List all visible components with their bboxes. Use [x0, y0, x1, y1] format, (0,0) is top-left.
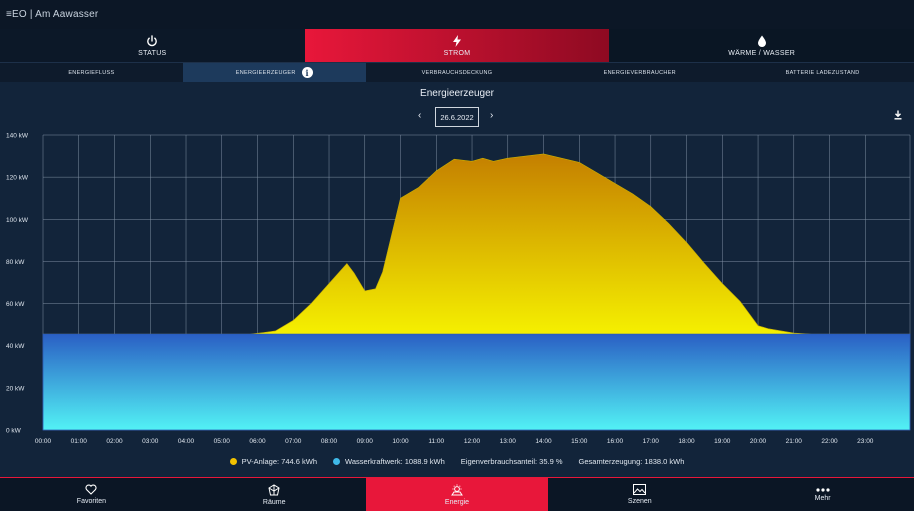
water-area	[42, 333, 911, 431]
x-tick-label: 19:00	[714, 438, 731, 445]
y-tick-label: 100 kW	[6, 217, 29, 224]
subtab-label: BATTERIE LADEZUSTAND	[785, 69, 860, 76]
tab-status[interactable]: STATUS	[0, 29, 305, 62]
tab-waerme-label: WÄRME / WASSER	[728, 49, 796, 57]
nav-mehr-label: Mehr	[814, 494, 831, 502]
chart-legend: PV-Anlage: 744.6 kWh Wasserkraftwerk: 10…	[0, 457, 914, 466]
subtab-energiefluss[interactable]: ENERGIEFLUSS	[0, 63, 183, 82]
legend-water-swatch	[333, 458, 341, 465]
x-tick-label: 08:00	[321, 438, 338, 445]
more-icon	[815, 487, 830, 492]
self-share-label: Eigenverbrauchsanteil: 35.9 %	[460, 457, 563, 466]
x-tick-label: 17:00	[643, 438, 660, 445]
x-tick-label: 20:00	[750, 438, 767, 445]
subtab-label: ENERGIEERZEUGER	[235, 69, 296, 76]
nav-favoriten-label: Favoriten	[76, 498, 106, 505]
date-field[interactable]: 26.6.2022	[435, 107, 479, 127]
nav-raeume[interactable]: Räume	[183, 478, 366, 511]
y-tick-label: 0 kW	[6, 428, 22, 435]
energy-chart: 0 kW 20 kW 40 kW 60 kW 80 kW 100 kW 120 kW 140 …	[6, 133, 911, 446]
y-tick-label: 120 kW	[6, 175, 29, 182]
y-tick-label: 40 kW	[6, 343, 25, 350]
subtab-batterie[interactable]: BATTERIE LADEZUSTAND	[731, 63, 914, 82]
bottom-nav: Favoriten Räume Energie Szenen Mehr	[0, 477, 914, 511]
x-tick-label: 02:00	[106, 438, 123, 445]
subtab-energieverbraucher[interactable]: ENERGIEVERBRAUCHER	[548, 63, 731, 82]
subtab-energieerzeuger[interactable]: ENERGIEERZEUGER i	[182, 63, 366, 82]
app-brand: ≡EO | Am Aawasser	[6, 9, 99, 20]
main-tabs: STATUS STROM WÄRME / WASSER	[0, 29, 914, 62]
subtab-label: VERBRAUCHSDECKUNG	[421, 69, 493, 76]
chevron-left-icon[interactable]: ‹	[418, 110, 422, 121]
nav-energie[interactable]: Energie	[365, 478, 549, 511]
y-tick-label: 140 kW	[6, 133, 29, 140]
x-tick-label: 03:00	[142, 438, 159, 445]
tab-strom[interactable]: STROM	[304, 29, 610, 62]
tab-waerme-wasser[interactable]: WÄRME / WASSER	[609, 29, 914, 62]
y-tick-label: 60 kW	[6, 301, 25, 308]
x-tick-label: 06:00	[249, 438, 266, 445]
tab-strom-label: STROM	[443, 49, 471, 57]
y-tick-label: 80 kW	[6, 259, 25, 266]
legend-pv-label: PV-Anlage: 744.6 kWh	[241, 457, 318, 466]
subtab-label: ENERGIEFLUSS	[68, 69, 115, 76]
sun-icon	[451, 484, 463, 495]
top-bar: ≡EO | Am Aawasser	[0, 0, 914, 29]
nav-energie-label: Energie	[444, 498, 470, 506]
nav-szenen-label: Szenen	[627, 498, 652, 505]
subtab-verbrauchsdeckung[interactable]: VERBRAUCHSDECKUNG	[366, 63, 549, 82]
x-tick-label: 07:00	[285, 438, 302, 445]
x-tick-label: 23:00	[857, 438, 874, 445]
chart-series	[42, 153, 911, 431]
x-tick-label: 05:00	[214, 438, 231, 445]
info-icon[interactable]: i	[301, 67, 313, 78]
nav-favoriten[interactable]: Favoriten	[0, 478, 183, 511]
legend-self-share: Eigenverbrauchsanteil: 35.9 %	[461, 457, 563, 466]
legend-water-label: Wasserkraftwerk: 1088.9 kWh	[345, 457, 445, 466]
chart-title: Energieerzeuger	[420, 88, 494, 99]
bolt-icon	[453, 34, 461, 47]
rooms-icon	[268, 483, 280, 495]
x-tick-label: 10:00	[392, 438, 409, 445]
power-icon	[147, 34, 158, 46]
x-tick-label: 22:00	[821, 438, 838, 445]
x-tick-label: 16:00	[607, 438, 624, 445]
x-tick-label: 09:00	[357, 438, 374, 445]
total-label: Gesamterzeugung: 1838.0 kWh	[578, 457, 685, 466]
heart-icon	[85, 484, 97, 495]
x-tick-label: 12:00	[464, 438, 481, 445]
nav-raeume-label: Räume	[262, 498, 286, 506]
subtab-label: ENERGIEVERBRAUCHER	[603, 69, 676, 76]
chevron-right-icon[interactable]: ›	[490, 110, 494, 121]
sub-tabs: ENERGIEFLUSS ENERGIEERZEUGER i VERBRAUCH…	[0, 62, 914, 82]
legend-pv-swatch	[229, 458, 237, 465]
y-tick-label: 20 kW	[6, 385, 25, 392]
x-tick-label: 13:00	[500, 438, 517, 445]
drop-icon	[757, 35, 766, 47]
nav-mehr[interactable]: Mehr	[731, 478, 914, 511]
pv-area	[43, 153, 910, 335]
legend-water[interactable]: Wasserkraftwerk: 1088.9 kWh	[333, 457, 445, 466]
x-tick-label: 00:00	[35, 438, 52, 445]
x-tick-label: 01:00	[71, 438, 88, 445]
x-tick-label: 15:00	[571, 438, 588, 445]
legend-total: Gesamterzeugung: 1838.0 kWh	[579, 457, 685, 466]
x-tick-label: 04:00	[178, 438, 195, 445]
x-tick-label: 21:00	[786, 438, 803, 445]
legend-pv[interactable]: PV-Anlage: 744.6 kWh	[229, 457, 318, 466]
image-icon	[633, 484, 647, 495]
x-tick-label: 18:00	[678, 438, 695, 445]
x-tick-label: 11:00	[428, 438, 444, 445]
tab-status-label: STATUS	[138, 49, 167, 57]
x-tick-label: 14:00	[535, 438, 552, 445]
nav-szenen[interactable]: Szenen	[548, 478, 731, 511]
chart-axes: 0 kW 20 kW 40 kW 60 kW 80 kW 100 kW 120 kW 140 …	[6, 133, 874, 446]
download-icon[interactable]	[893, 110, 903, 120]
